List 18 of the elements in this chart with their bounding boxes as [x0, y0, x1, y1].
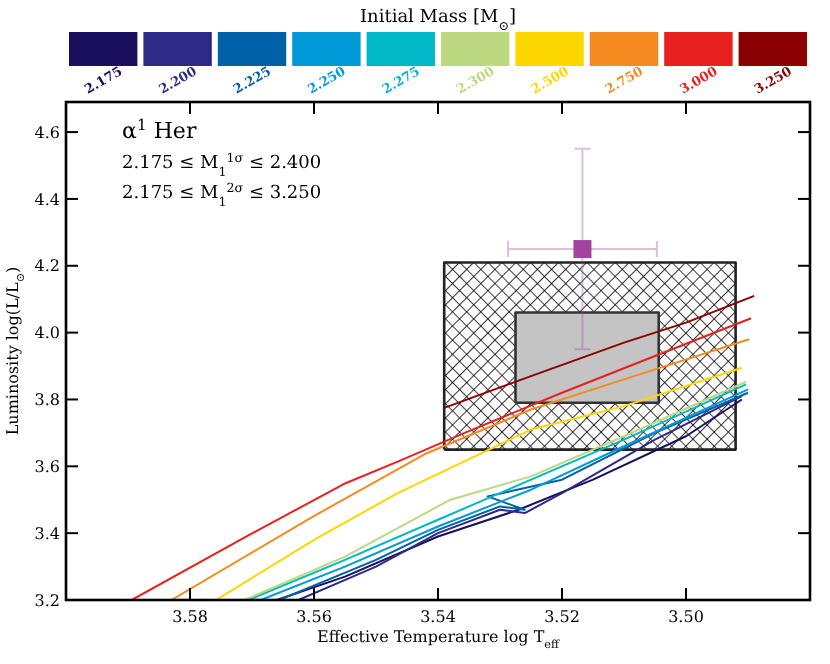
y-tick-label: 3.6	[34, 457, 60, 476]
x-axis-title: Effective Temperature log T$_{eff}$	[317, 628, 561, 652]
y-tick-label: 4.4	[34, 190, 60, 209]
y-tick-label: 4.6	[34, 123, 60, 142]
y-tick-label: 4.2	[34, 257, 60, 276]
x-tick-label: 3.54	[420, 608, 456, 626]
y-tick-label: 3.8	[34, 391, 60, 410]
x-tick-label: 3.58	[172, 608, 208, 626]
legend-title: Initial Mass [M$_{⊙}$]	[359, 8, 517, 33]
x-tick-label: 3.50	[668, 608, 704, 626]
y-tick-label: 4.0	[34, 324, 60, 343]
y-tick-label: 3.2	[34, 591, 60, 610]
annotation: α$^{1}$ Her	[122, 115, 198, 144]
annotation: 2.175 ≤ M$_{1}$$^{1σ}$ ≤ 2.400	[122, 151, 322, 179]
x-tick-label: 3.52	[544, 608, 580, 626]
y-tick-label: 3.4	[34, 524, 60, 543]
x-tick-label: 3.56	[296, 608, 332, 626]
annotation: 2.175 ≤ M$_{1}$$^{2σ}$ ≤ 3.250	[122, 181, 322, 209]
